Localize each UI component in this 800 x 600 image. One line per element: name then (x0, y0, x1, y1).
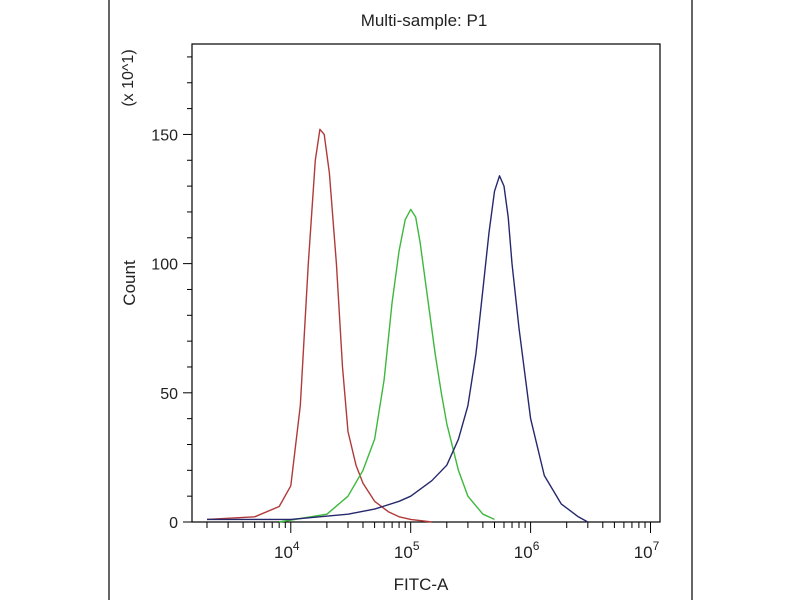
y-axis-ticks: 0 50 100 150 (151, 56, 192, 532)
x-tick-exponent: 7 (653, 539, 660, 553)
y-tick-label: 150 (151, 127, 178, 144)
x-tick-exponent: 4 (293, 539, 300, 553)
series-line-1 (206, 128, 432, 523)
chart-title: Multi-sample: P1 (361, 11, 488, 30)
y-axis-label: Count (120, 260, 139, 306)
histogram-series (206, 128, 589, 523)
x-tick-base: 10 (394, 543, 413, 562)
x-tick-base: 10 (274, 543, 293, 562)
y-tick-label: 100 (151, 257, 178, 274)
y-tick-label: 50 (160, 386, 178, 403)
x-axis-label: FITC-A (394, 575, 449, 594)
plot-area (191, 43, 661, 523)
x-axis-ticks: 104 105 106 107 (206, 522, 660, 562)
x-tick-exponent: 6 (533, 539, 540, 553)
x-tick-label: 107 (634, 539, 660, 562)
x-tick-base: 10 (514, 543, 533, 562)
x-tick-label: 106 (514, 539, 540, 562)
series-line-3 (207, 175, 589, 523)
y-multiplier-label: (x 10^1) (120, 49, 137, 106)
x-tick-label: 104 (274, 539, 300, 562)
y-tick-label: 0 (169, 515, 178, 532)
x-tick-label: 105 (394, 539, 420, 562)
x-tick-base: 10 (634, 543, 653, 562)
series-line-2 (279, 208, 495, 523)
x-tick-exponent: 5 (413, 539, 420, 553)
